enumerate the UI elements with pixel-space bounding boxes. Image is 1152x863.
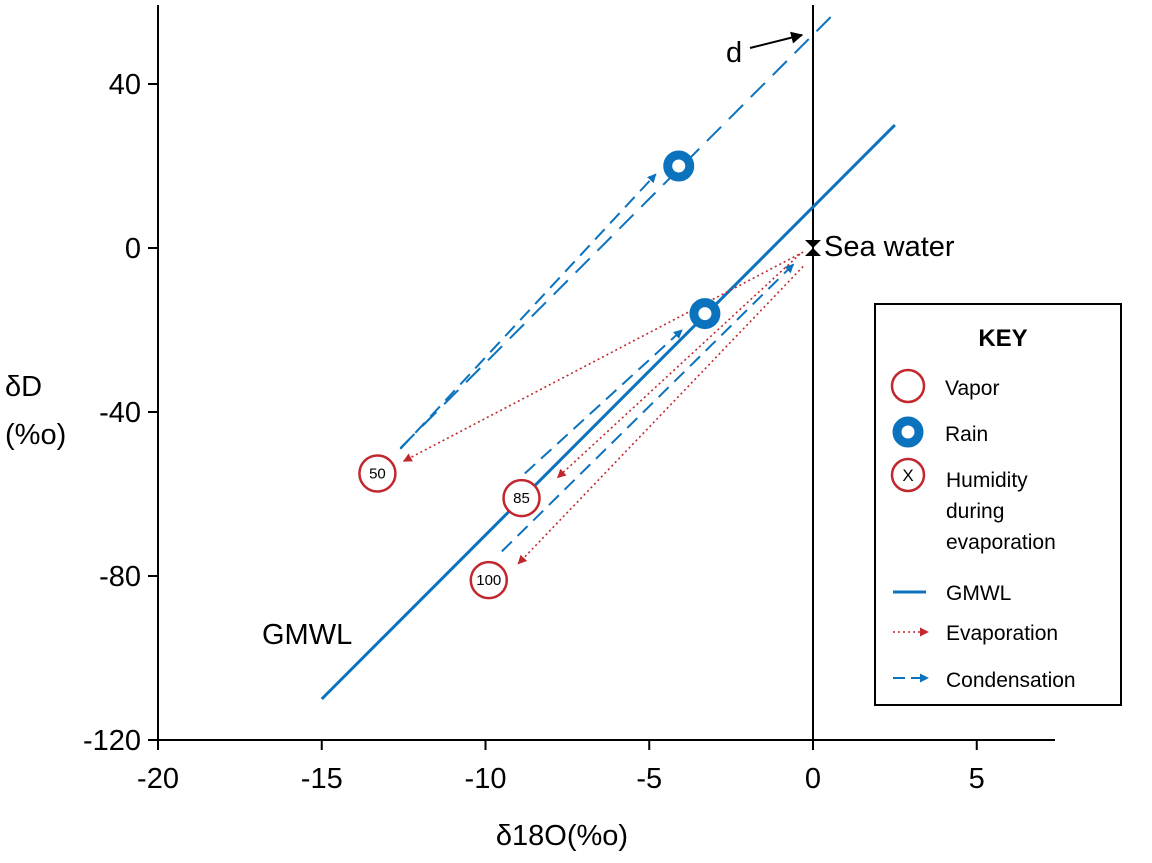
y-axis-title-line1: δD — [5, 371, 42, 403]
x-tick-label: 5 — [969, 763, 985, 795]
x-tick-label: -15 — [301, 763, 343, 795]
x-tick-label: -20 — [137, 763, 179, 795]
vapor-point — [502, 478, 541, 518]
sea-water-symbol — [805, 240, 821, 256]
y-tick-label: -120 — [83, 725, 141, 757]
gmwl-label: GMWL — [262, 619, 352, 651]
condensation-arrow — [399, 173, 657, 450]
y-tick-label: -40 — [99, 397, 141, 429]
evaporation-arrow — [402, 251, 804, 462]
x-tick-label: -10 — [465, 763, 507, 795]
legend-condensation-label: Condensation — [946, 669, 1076, 692]
legend-rain-marker — [892, 416, 924, 448]
vapor-points: 50 85 100 — [358, 454, 541, 600]
axes — [157, 5, 1055, 741]
vapor-point — [469, 560, 509, 600]
deuterium-excess-line — [399, 11, 837, 449]
legend-vapor-marker — [890, 368, 926, 404]
x-axis-title: δ18O(%o) — [496, 820, 628, 852]
d-label: d — [726, 37, 742, 69]
condensation-arrow — [524, 329, 683, 475]
legend-humidity-label-2: during — [946, 500, 1004, 523]
legend-humidity-marker — [890, 457, 926, 493]
d-pointer-arrow — [749, 31, 804, 49]
legend-evaporation-label: Evaporation — [946, 622, 1058, 645]
legend-humidity-label-3: evaporation — [946, 531, 1056, 554]
y-axis-title-line2: (%o) — [5, 419, 66, 451]
humidity-label: 100 — [476, 572, 501, 589]
evaporation-arrow — [517, 265, 804, 565]
humidity-label: 50 — [369, 466, 386, 483]
y-tick-label: 40 — [109, 69, 141, 101]
legend-vapor-label: Vapor — [945, 377, 999, 400]
humidity-label: 85 — [513, 490, 530, 507]
evaporation-arrows — [402, 251, 804, 565]
legend-title: KEY — [978, 325, 1027, 352]
rain-point — [689, 298, 721, 330]
x-tick-label: 0 — [805, 763, 821, 795]
ticks: -20 -15 -10 -5 0 5 -120 -80 -40 0 40 — [83, 69, 985, 795]
rain-points — [663, 150, 721, 330]
legend-humidity-symbol: X — [902, 466, 913, 485]
rain-point — [663, 150, 695, 182]
legend-gmwl-label: GMWL — [946, 582, 1011, 605]
sea-water-marker — [805, 240, 821, 256]
vapor-point — [358, 454, 397, 493]
gmwl-line — [320, 123, 896, 701]
condensation-arrow — [501, 263, 795, 553]
sea-water-label: Sea water — [824, 231, 955, 263]
legend-rain-label: Rain — [945, 423, 988, 446]
condensation-arrows — [399, 173, 795, 553]
legend: KEY Vapor Rain X Humidity during evapora… — [874, 303, 1122, 706]
y-tick-label: 0 — [125, 233, 141, 265]
evaporation-arrow — [556, 253, 801, 479]
legend-humidity-label-1: Humidity — [946, 469, 1028, 492]
y-tick-label: -80 — [99, 561, 141, 593]
x-tick-label: -5 — [636, 763, 662, 795]
